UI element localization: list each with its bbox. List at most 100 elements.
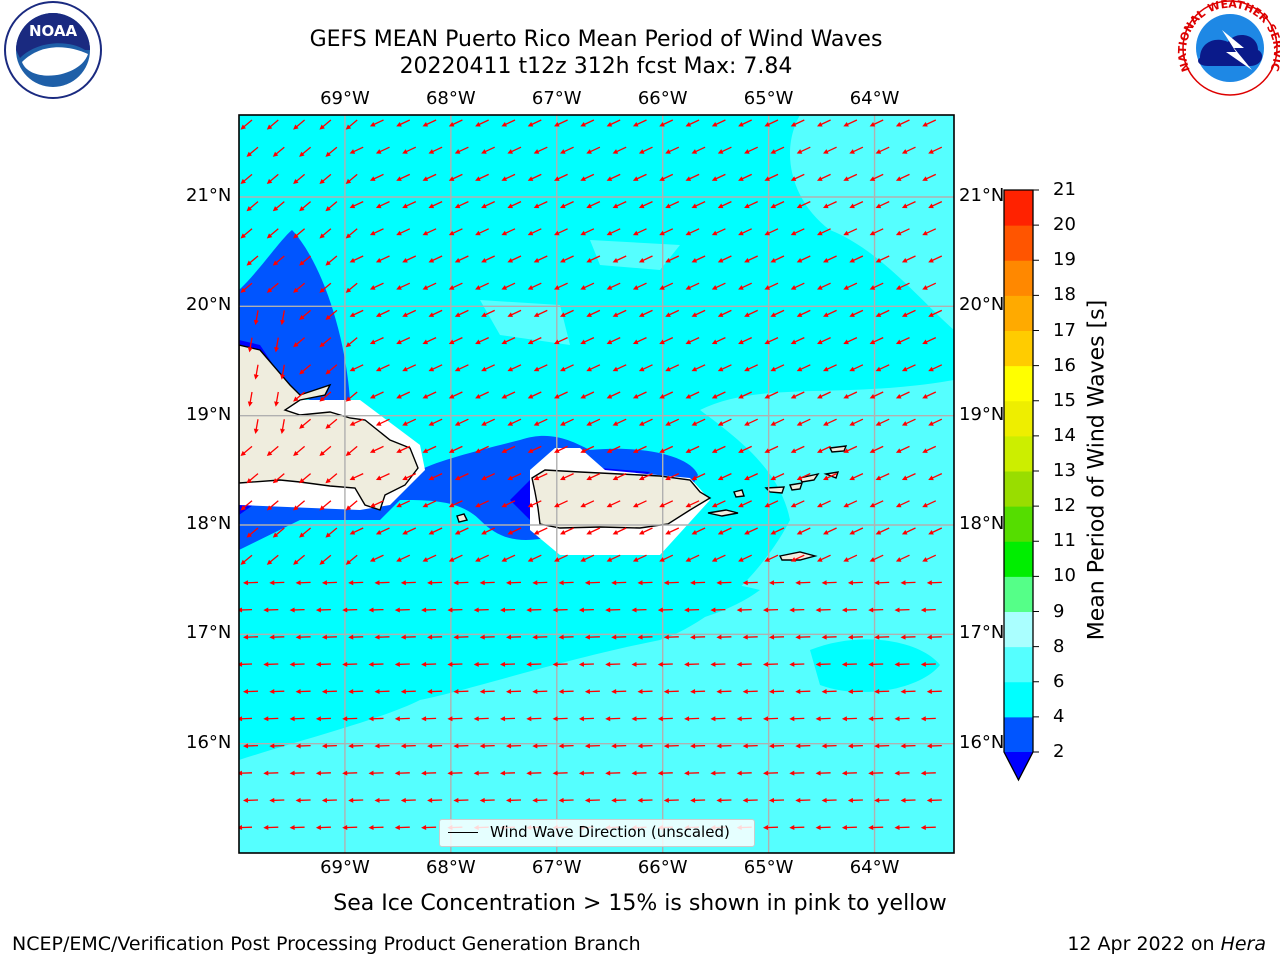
latitude-label: 18°N — [959, 513, 1003, 534]
map-legend: Wind Wave Direction (unscaled) — [439, 819, 755, 847]
wind-wave-arrow — [821, 689, 837, 695]
wind-wave-arrow — [790, 445, 805, 453]
wind-wave-arrow — [375, 146, 390, 154]
latitude-label: 19°N — [959, 403, 1003, 425]
wind-wave-arrow — [554, 554, 568, 562]
wind-wave-arrow — [507, 364, 522, 372]
wind-wave-arrow — [843, 554, 858, 562]
wind-wave-arrow — [369, 173, 384, 181]
wind-wave-arrow — [795, 580, 811, 586]
wind-wave-arrow — [920, 607, 936, 613]
wind-wave-arrow — [632, 445, 647, 453]
latitude-label: 21°N — [186, 185, 232, 206]
wind-wave-arrow — [325, 527, 338, 538]
wind-wave-arrow — [764, 554, 779, 562]
colorbar-tick-label: 6 — [1053, 670, 1065, 692]
wind-wave-arrow — [894, 770, 910, 776]
wind-wave-arrow — [895, 228, 910, 236]
wind-wave-arrow — [821, 634, 837, 640]
wind-wave-arrow — [711, 282, 726, 290]
longitude-label: 65°W — [743, 857, 794, 878]
wind-wave-arrow — [663, 634, 679, 640]
wind-wave-arrow — [843, 445, 858, 453]
wind-wave-arrow — [817, 228, 831, 236]
wind-wave-arrow — [770, 309, 785, 317]
wind-wave-arrow — [605, 716, 621, 722]
wind-wave-arrow — [659, 445, 674, 453]
wind-wave-arrow — [481, 146, 495, 154]
wind-wave-arrow — [847, 580, 863, 586]
wind-wave-arrow — [345, 500, 358, 511]
wind-wave-arrow — [841, 716, 857, 722]
wind-wave-arrow — [560, 309, 574, 317]
wind-wave-arrow — [527, 228, 542, 236]
wind-wave-arrow — [815, 716, 831, 722]
wind-wave-arrow — [448, 554, 463, 562]
wind-wave-arrow — [815, 661, 831, 667]
colorbar-tick-label: 2 — [1053, 741, 1065, 762]
wind-wave-arrow — [796, 146, 811, 154]
wind-wave-arrow — [716, 634, 732, 640]
wind-wave-arrow — [448, 445, 463, 453]
wind-wave-arrow — [849, 309, 864, 317]
wind-wave-arrow — [394, 825, 410, 831]
colorbar-tick-label: 11 — [1053, 530, 1076, 552]
wind-wave-arrow — [369, 282, 384, 290]
wind-wave-arrow — [685, 391, 700, 399]
wind-wave-arrow — [823, 418, 837, 426]
wind-wave-arrow — [375, 201, 390, 209]
wind-wave-arrow — [711, 228, 726, 236]
wind-wave-arrow — [348, 743, 364, 749]
wind-wave-arrow — [901, 309, 916, 317]
wind-wave-arrow — [558, 743, 574, 749]
wind-wave-arrow — [369, 445, 384, 453]
wind-wave-arrow — [584, 580, 600, 586]
wind-wave-arrow — [659, 500, 674, 508]
wind-wave-arrow — [400, 689, 416, 695]
wind-wave-arrow — [875, 473, 890, 481]
noaa-logo: NOAA — [4, 1, 102, 99]
wind-wave-arrow — [501, 391, 516, 399]
wind-wave-arrow — [263, 607, 279, 613]
wind-wave-arrow — [481, 418, 495, 426]
graticule — [239, 115, 954, 853]
wind-wave-arrow — [685, 500, 700, 508]
wind-wave-arrow — [900, 634, 916, 640]
colorbar-outline — [1003, 189, 1034, 782]
wind-wave-arrow — [900, 580, 916, 586]
wind-wave-arrow — [821, 797, 837, 803]
wind-wave-arrow — [342, 825, 358, 831]
wind-wave-arrow — [375, 309, 390, 317]
wind-wave-arrow — [790, 337, 805, 345]
wind-wave-arrow — [428, 473, 443, 481]
wind-wave-arrow — [843, 173, 858, 181]
colorbar-segment — [1004, 541, 1033, 577]
wind-wave-arrow — [247, 391, 253, 407]
wind-wave-arrow — [479, 689, 495, 695]
wind-wave-arrow — [293, 337, 306, 348]
wind-wave-arrow — [901, 146, 916, 154]
wind-wave-arrow — [744, 309, 758, 317]
wind-wave-arrow — [533, 473, 548, 481]
wind-wave-arrow — [506, 797, 522, 803]
wind-wave-arrow — [454, 527, 469, 535]
wind-wave-arrow — [637, 580, 653, 586]
wind-wave-arrow — [796, 418, 811, 426]
wind-wave-arrow — [795, 634, 811, 640]
colorbar-tick-label: 15 — [1053, 389, 1076, 411]
colorbar-segment — [1004, 295, 1033, 331]
wind-wave-arrow — [684, 661, 700, 667]
wind-wave-arrow — [266, 445, 279, 457]
wind-wave-arrow — [501, 445, 516, 453]
wind-wave-arrow — [507, 255, 522, 263]
colorbar-segment — [1004, 646, 1033, 683]
wind-wave-arrow — [717, 309, 732, 317]
wind-wave-arrow — [280, 364, 286, 380]
wind-wave-arrow — [717, 255, 732, 263]
wind-wave-arrow — [738, 173, 752, 181]
wind-wave-arrow — [558, 580, 574, 586]
wind-wave-arrow — [246, 255, 259, 266]
wind-wave-arrow — [657, 607, 673, 613]
wind-wave-arrow — [428, 309, 443, 317]
wind-wave-arrow — [928, 527, 943, 535]
